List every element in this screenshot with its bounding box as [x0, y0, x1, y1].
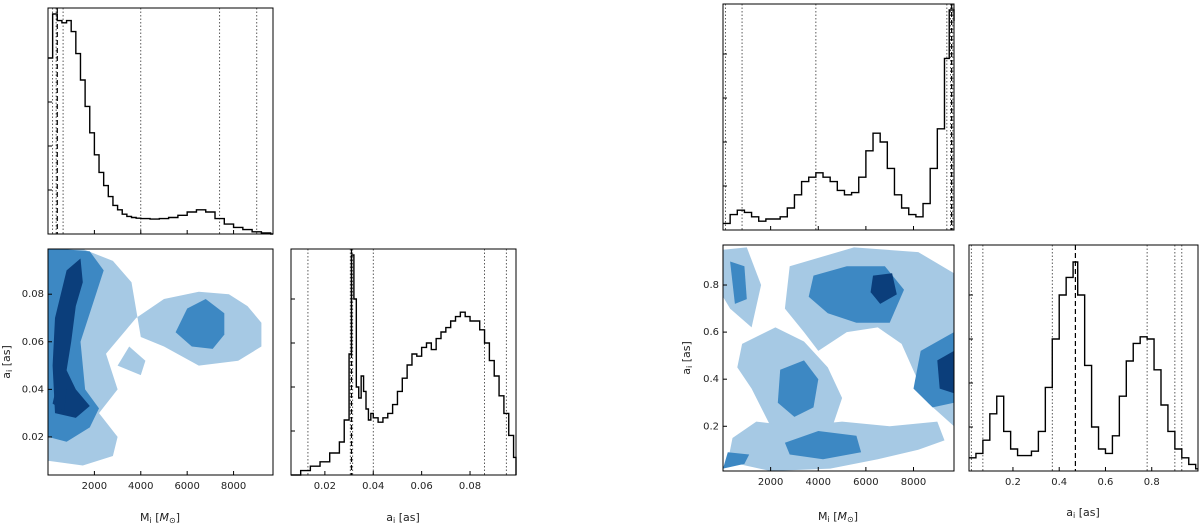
right-scatter-panel-contour-level-2 — [777, 360, 819, 417]
left-scatter-panel-xtick-label: 8000 — [221, 481, 246, 492]
right-ahist-xlabel-sub: i — [1073, 511, 1075, 520]
left-scatter-panel-contours — [48, 249, 262, 466]
left-scatter-panel-xtick-label: 4000 — [128, 481, 153, 492]
left-scatter-panel-contour-level-2 — [175, 299, 225, 349]
right-scatter-xlabel-close: ] — [854, 510, 858, 523]
right-scatter-xlabel-main: M — [818, 510, 828, 523]
right-scatter-panel: 2000 4000 6000 8000 0.2 0.4 0.6 0.8 — [703, 244, 955, 488]
left-scatter-xlabel-unit: M — [160, 511, 170, 524]
left-scatter-ylabel-unit: [as] — [0, 345, 13, 370]
right-a-histogram-panel-xtick-label: 0.8 — [1144, 477, 1160, 488]
right-scatter-ylabel-unit: [as] — [680, 341, 693, 366]
right-scatter-panel-ytick-label: 0.8 — [703, 280, 719, 291]
right-scatter-panel-ytick-label: 0.2 — [703, 421, 719, 432]
right-scatter-panel-contour-level-2 — [730, 261, 747, 304]
left-scatter-panel-contour-level-3 — [52, 382, 67, 411]
left-scatter-xlabel-sub: i — [149, 516, 151, 525]
left-a-histogram-panel: 0.02 0.04 0.06 0.08 — [290, 248, 517, 492]
left-scatter-panel-contour-level-3 — [52, 258, 90, 418]
right-ahist-xlabel-main: a — [1066, 506, 1073, 519]
left-scatter-ylabel-main: a — [0, 372, 13, 379]
right-scatter-xlabel-sub: i — [827, 515, 829, 524]
right-mass-histogram-panel-step-line — [723, 9, 955, 225]
left-ahist-xlabel-main: a — [386, 511, 393, 524]
left-scatter-xlabel-close: ] — [176, 511, 180, 524]
right-scatter-panel-xtick-label: 2000 — [758, 477, 783, 488]
right-a-histogram-panel-frame — [968, 244, 1199, 472]
left-scatter-panel-ytick-label: 0.08 — [22, 289, 44, 300]
right-scatter-ylabel-main: a — [680, 368, 693, 375]
right-scatter-panel-contour-level-2 — [784, 431, 862, 460]
right-a-histogram-panel-step-line — [969, 261, 1198, 470]
right-a-histogram-panel-xtick-label: 0.2 — [1005, 477, 1021, 488]
right-scatter-panel-frame — [722, 244, 955, 472]
left-scatter-xlabel-unit-sub: ⊙ — [169, 516, 176, 525]
right-scatter-ylabel: ai [as] — [680, 341, 694, 375]
left-scatter-panel-ytick-label: 0.04 — [22, 384, 44, 395]
left-scatter-panel-contour-level-1 — [117, 346, 146, 376]
right-a-histogram-panel: 0.2 0.4 0.6 0.8 — [968, 244, 1199, 488]
right-scatter-ylabel-sub: i — [685, 366, 694, 368]
right-mass-histogram-panel-frame — [722, 3, 955, 231]
left-ahist-xlabel-sub: i — [393, 516, 395, 525]
right-scatter-panel-ytick-label: 0.4 — [703, 374, 719, 385]
left-scatter-ylabel-sub: i — [5, 370, 14, 372]
left-a-histogram-panel-step-line — [291, 254, 517, 476]
left-ahist-xlabel-unit: [as] — [395, 511, 420, 524]
right-scatter-xlabel: Mi [M⊙] — [818, 510, 858, 524]
right-a-histogram-panel-xtick-label: 0.6 — [1098, 477, 1114, 488]
right-scatter-panel-contour-level-2 — [723, 452, 750, 469]
left-a-histogram-panel-xtick-label: 0.08 — [459, 481, 481, 492]
left-scatter-xlabel: Mi [M⊙] — [140, 511, 180, 525]
left-scatter-xlabel-main: M — [140, 511, 150, 524]
left-mass-histogram-panel — [47, 7, 274, 235]
left-scatter-panel-ytick-label: 0.02 — [22, 432, 44, 443]
right-scatter-panel-contour-level-3 — [937, 350, 954, 394]
left-scatter-xlabel-open: [ — [152, 511, 160, 524]
left-a-histogram-panel-frame — [290, 248, 517, 476]
right-scatter-panel-xtick-label: 4000 — [806, 477, 831, 488]
left-a-histogram-panel-xtick-label: 0.02 — [314, 481, 336, 492]
left-a-histogram-panel-xtick-label: 0.04 — [362, 481, 384, 492]
right-mass-histogram-panel — [722, 3, 955, 231]
right-scatter-panel-ytick-label: 0.6 — [703, 327, 719, 338]
left-ahist-xlabel: ai [as] — [386, 511, 420, 525]
right-ahist-xlabel-unit: [as] — [1075, 506, 1100, 519]
right-ahist-xlabel: ai [as] — [1066, 506, 1100, 520]
left-scatter-ylabel: ai [as] — [0, 345, 14, 379]
right-scatter-panel-xtick-label: 8000 — [901, 477, 926, 488]
left-scatter-panel-xtick-label: 2000 — [82, 481, 107, 492]
left-scatter-panel: 2000 4000 6000 8000 0.02 0.04 0.06 0.08 — [22, 248, 274, 492]
right-scatter-panel-contour-level-3 — [870, 273, 897, 304]
right-a-histogram-panel-xtick-label: 0.4 — [1051, 477, 1067, 488]
left-scatter-panel-frame — [47, 248, 274, 476]
left-mass-histogram-panel-frame — [47, 7, 274, 235]
right-scatter-xlabel-open: [ — [830, 510, 838, 523]
right-scatter-panel-xtick-label: 6000 — [853, 477, 878, 488]
left-scatter-panel-xtick-label: 6000 — [174, 481, 199, 492]
right-scatter-xlabel-unit-sub: ⊙ — [847, 515, 854, 524]
left-a-histogram-panel-xtick-label: 0.06 — [411, 481, 433, 492]
right-scatter-xlabel-unit: M — [838, 510, 848, 523]
left-mass-histogram-panel-step-line — [48, 13, 273, 235]
right-scatter-panel-contours — [723, 247, 954, 471]
left-scatter-panel-ytick-label: 0.06 — [22, 337, 44, 348]
